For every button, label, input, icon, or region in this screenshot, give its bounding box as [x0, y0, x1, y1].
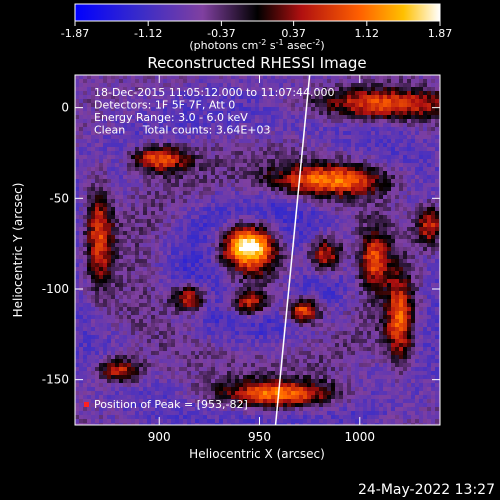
colorbar-tick-label: -1.87 — [61, 27, 89, 40]
annotation-line: Energy Range: 3.0 - 6.0 keV — [94, 111, 248, 124]
chart-title: Reconstructed RHESSI Image — [147, 54, 366, 72]
annotation-block: 18-Dec-2015 11:05:12.000 to 11:07:44.000… — [94, 86, 335, 137]
colorbar-tick-label: 0.37 — [281, 27, 306, 40]
axes: 900 950 1000 0 -50 -100 -150 — [42, 75, 440, 444]
date-stamp: 24-May-2022 13:27 — [358, 482, 495, 498]
colorbar-ticks: -1.87 -1.12 -0.37 0.37 1.12 1.87 — [61, 21, 452, 40]
peak-label: Position of Peak = [953,-82] — [94, 398, 248, 411]
colorbar-tick-label: 1.12 — [355, 27, 380, 40]
x-tick-label: 950 — [248, 430, 271, 444]
colorbar-tick-label: 1.87 — [428, 27, 453, 40]
y-tick-label: -150 — [42, 373, 69, 387]
x-tick-label: 1000 — [345, 430, 376, 444]
colorbar-tick-label: -1.12 — [134, 27, 162, 40]
solar-limb-line — [274, 75, 311, 425]
colorbar-tick-label: -0.37 — [207, 27, 235, 40]
y-tick-label: 0 — [61, 101, 69, 115]
y-tick-label: -50 — [49, 191, 69, 205]
colorbar-units: (photons cm-2 s-1 asec-2) — [189, 38, 324, 52]
y-axis-label: Heliocentric Y (arcsec) — [11, 183, 25, 318]
annotation-line: Clean Total counts: 3.64E+03 — [94, 124, 271, 137]
image-area — [75, 75, 440, 425]
x-tick-label: 900 — [148, 430, 171, 444]
heatmap-cells — [75, 75, 440, 425]
peak-marker — [84, 402, 89, 407]
plot-frame — [74, 74, 441, 426]
annotation-line: 18-Dec-2015 11:05:12.000 to 11:07:44.000 — [94, 86, 335, 99]
colorbar — [74, 3, 441, 22]
y-tick-label: -100 — [42, 282, 69, 296]
annotation-line: Detectors: 1F 5F 7F, Att 0 — [94, 99, 235, 112]
x-axis-label: Heliocentric X (arcsec) — [189, 447, 325, 461]
